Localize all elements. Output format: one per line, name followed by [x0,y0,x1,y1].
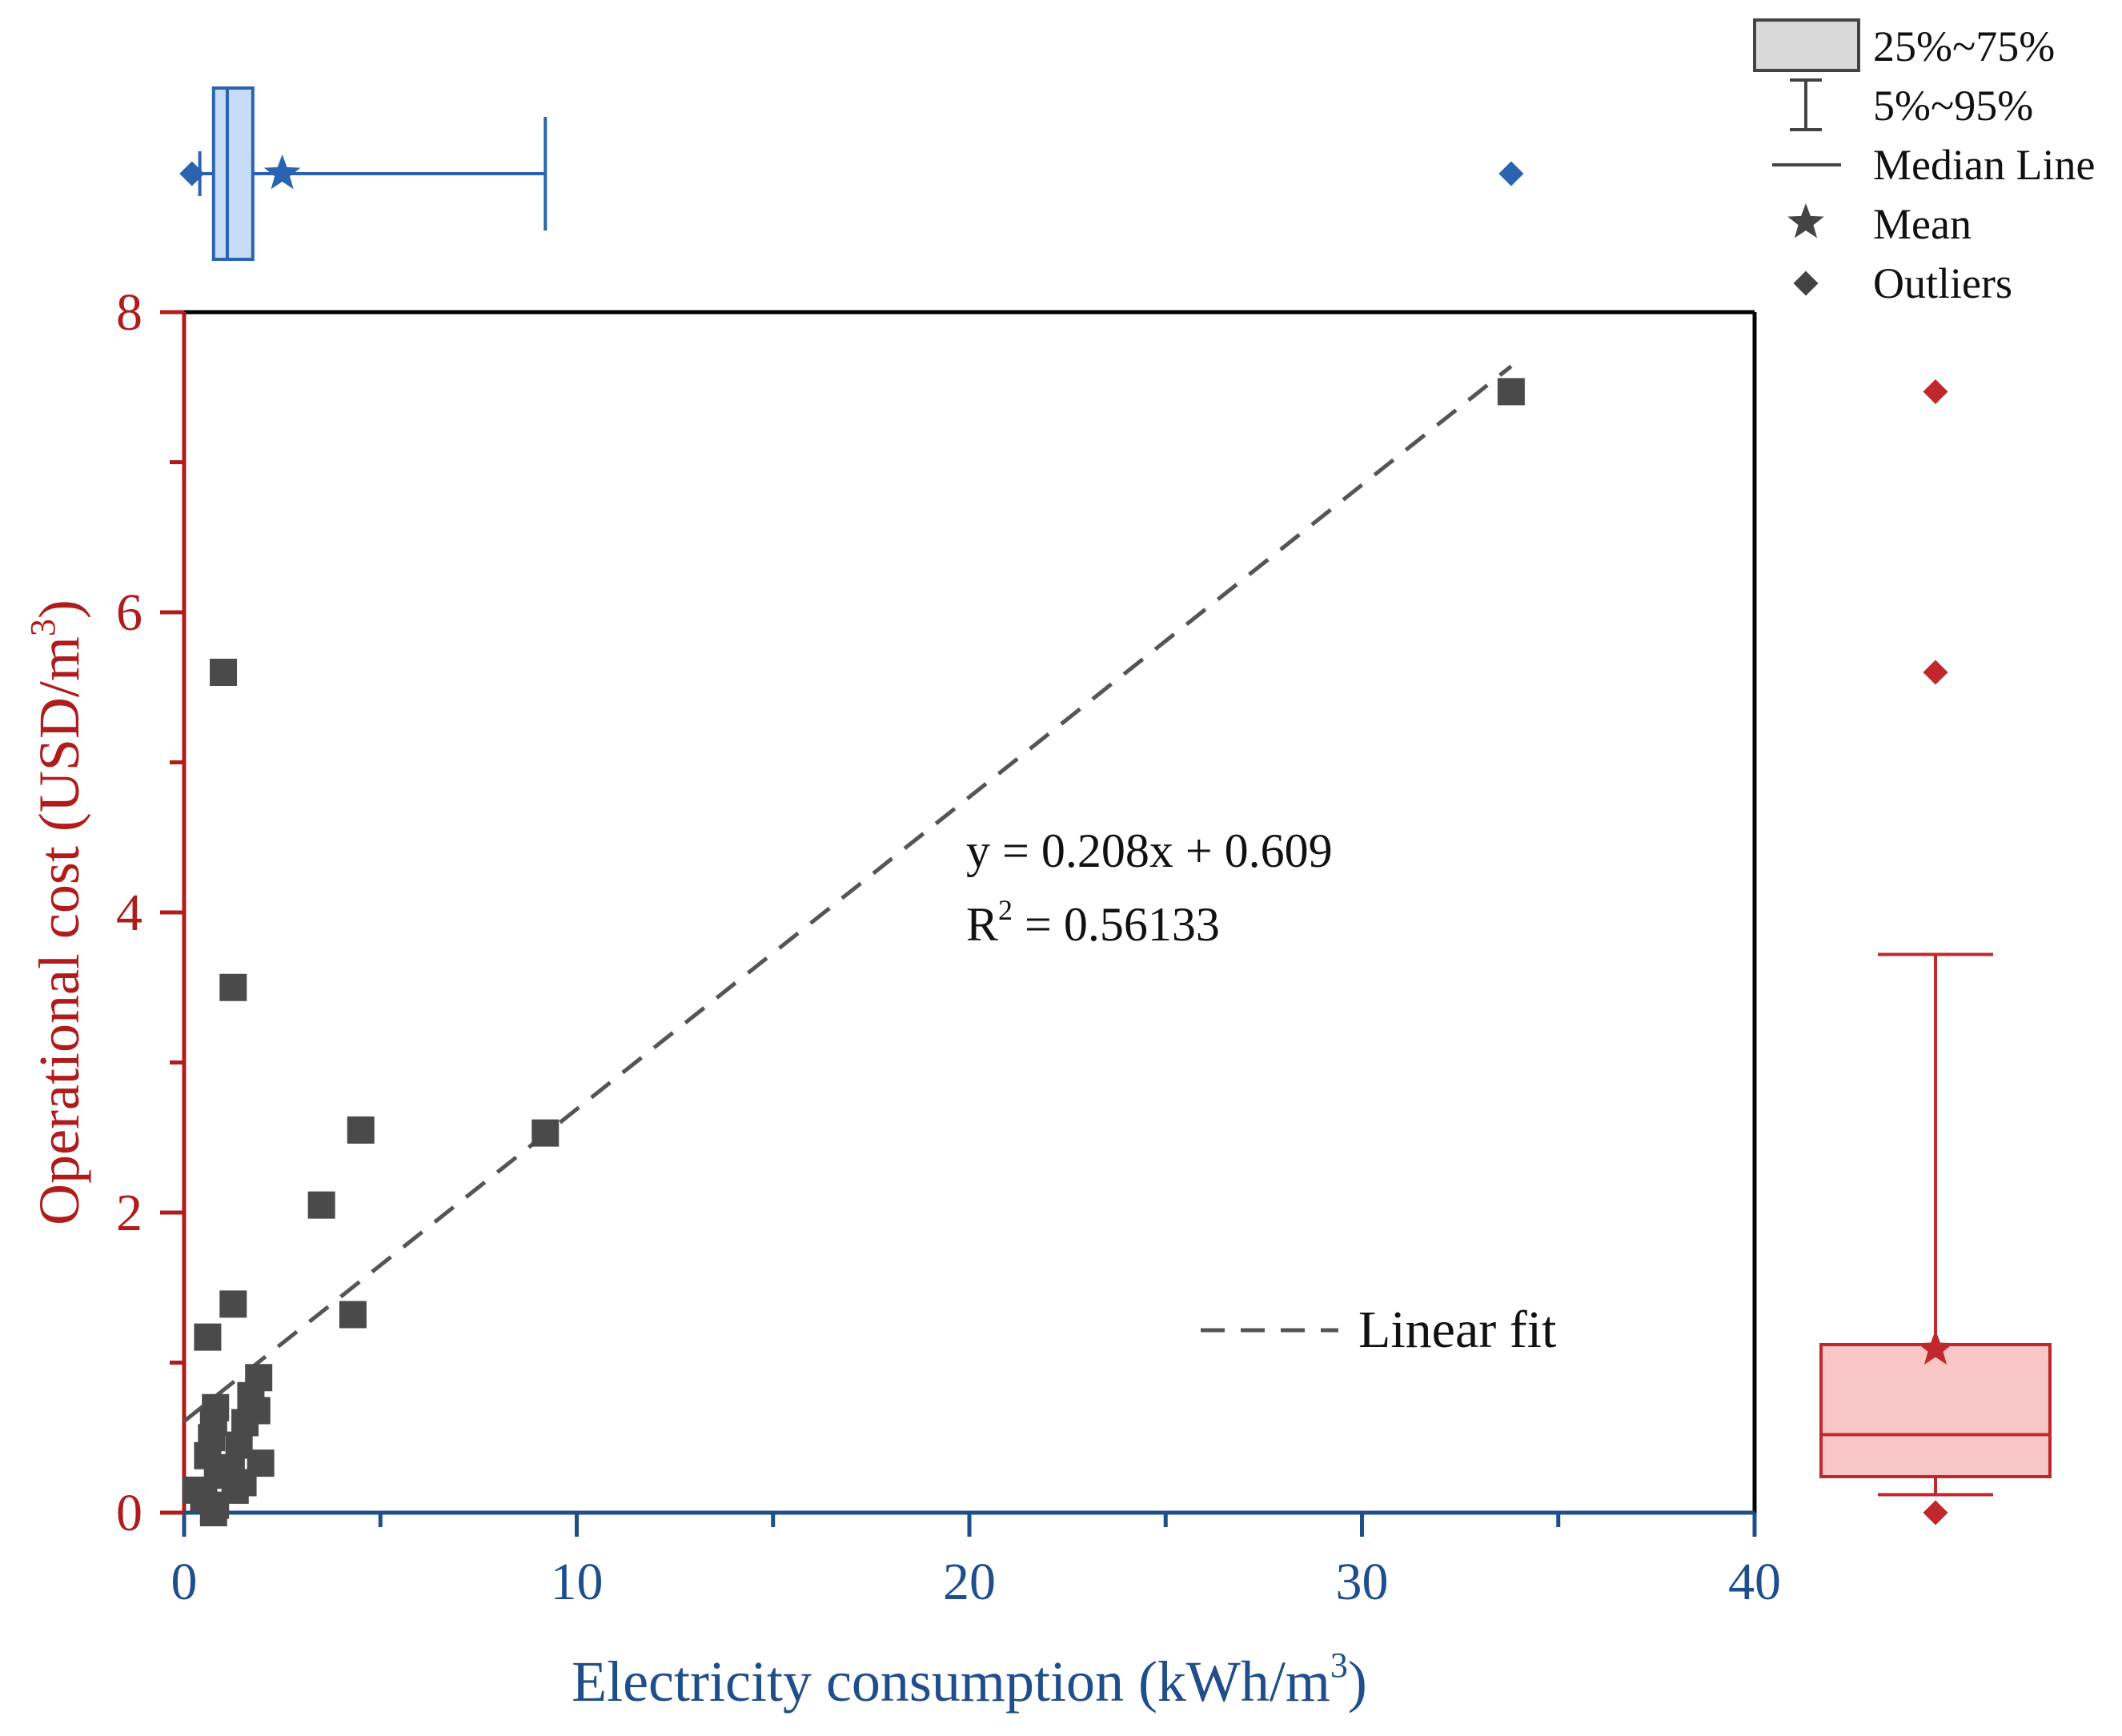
data-point [532,1119,560,1147]
y-boxplot [1819,379,2052,1526]
legend-label-outliers: Outliers [1873,259,2012,307]
data-point [210,659,238,686]
legend-whisker-swatch [1790,78,1822,131]
legend-mean-swatch [1787,203,1824,239]
data-point [339,1301,367,1329]
y-box-outlier [1923,1500,1948,1526]
linear-fit [183,364,1513,1423]
data-point [194,1323,222,1351]
box-legend: 25%~75% 5%~95% Median Line Mean Outliers [1753,18,2095,307]
fit-line [183,364,1513,1423]
x-tick-label: 20 [943,1553,996,1611]
x-box-iqr [211,86,255,261]
x-box-mean [263,154,301,190]
fit-equation: y = 0.208x + 0.609 [966,824,1333,877]
fit-r-squared: R2 = 0.56133 [966,894,1220,951]
fit-legend-label: Linear fit [1358,1301,1556,1359]
data-point [347,1116,375,1144]
y-tick-label: 0 [116,1484,142,1542]
legend-outlier-swatch [1793,271,1819,296]
fit-legend: Linear fit [1201,1301,1556,1359]
y-box-outlier [1923,379,1948,404]
y-box-iqr [1819,1343,2052,1478]
legend-box-swatch [1753,18,1860,72]
data-point [219,973,247,1001]
y-tick-label: 2 [116,1184,142,1242]
x-box-outlier [179,161,205,186]
legend-label-box: 25%~75% [1873,22,2055,70]
x-tick-label: 0 [171,1553,198,1611]
x-tick-label: 40 [1728,1553,1781,1611]
y-tick-label: 8 [116,283,142,342]
x-boxplot [179,86,1524,261]
x-axis-title: Electricity consumption (kWh/m3) [572,1646,1367,1714]
y-axis-ticks: 0 2 4 6 8 [116,283,184,1542]
y-axis-title: Operational cost (USD/m3) [23,599,91,1225]
x-tick-label: 30 [1336,1553,1389,1611]
legend-label-mean: Mean [1873,200,1972,248]
legend-label-median: Median Line [1873,141,2095,189]
y-box-mean [1917,1329,1954,1365]
data-point [1497,378,1525,406]
data-point [199,1499,227,1526]
y-box-outlier [1923,660,1948,685]
scatter-points [182,378,1525,1526]
y-tick-label: 4 [116,884,142,942]
x-tick-label: 10 [551,1553,604,1611]
data-point [307,1191,335,1219]
legend-label-whisker: 5%~95% [1873,82,2033,130]
x-axis-ticks: 0 10 20 30 40 [171,1513,1781,1611]
data-point [219,1290,247,1318]
y-tick-label: 6 [116,583,142,642]
